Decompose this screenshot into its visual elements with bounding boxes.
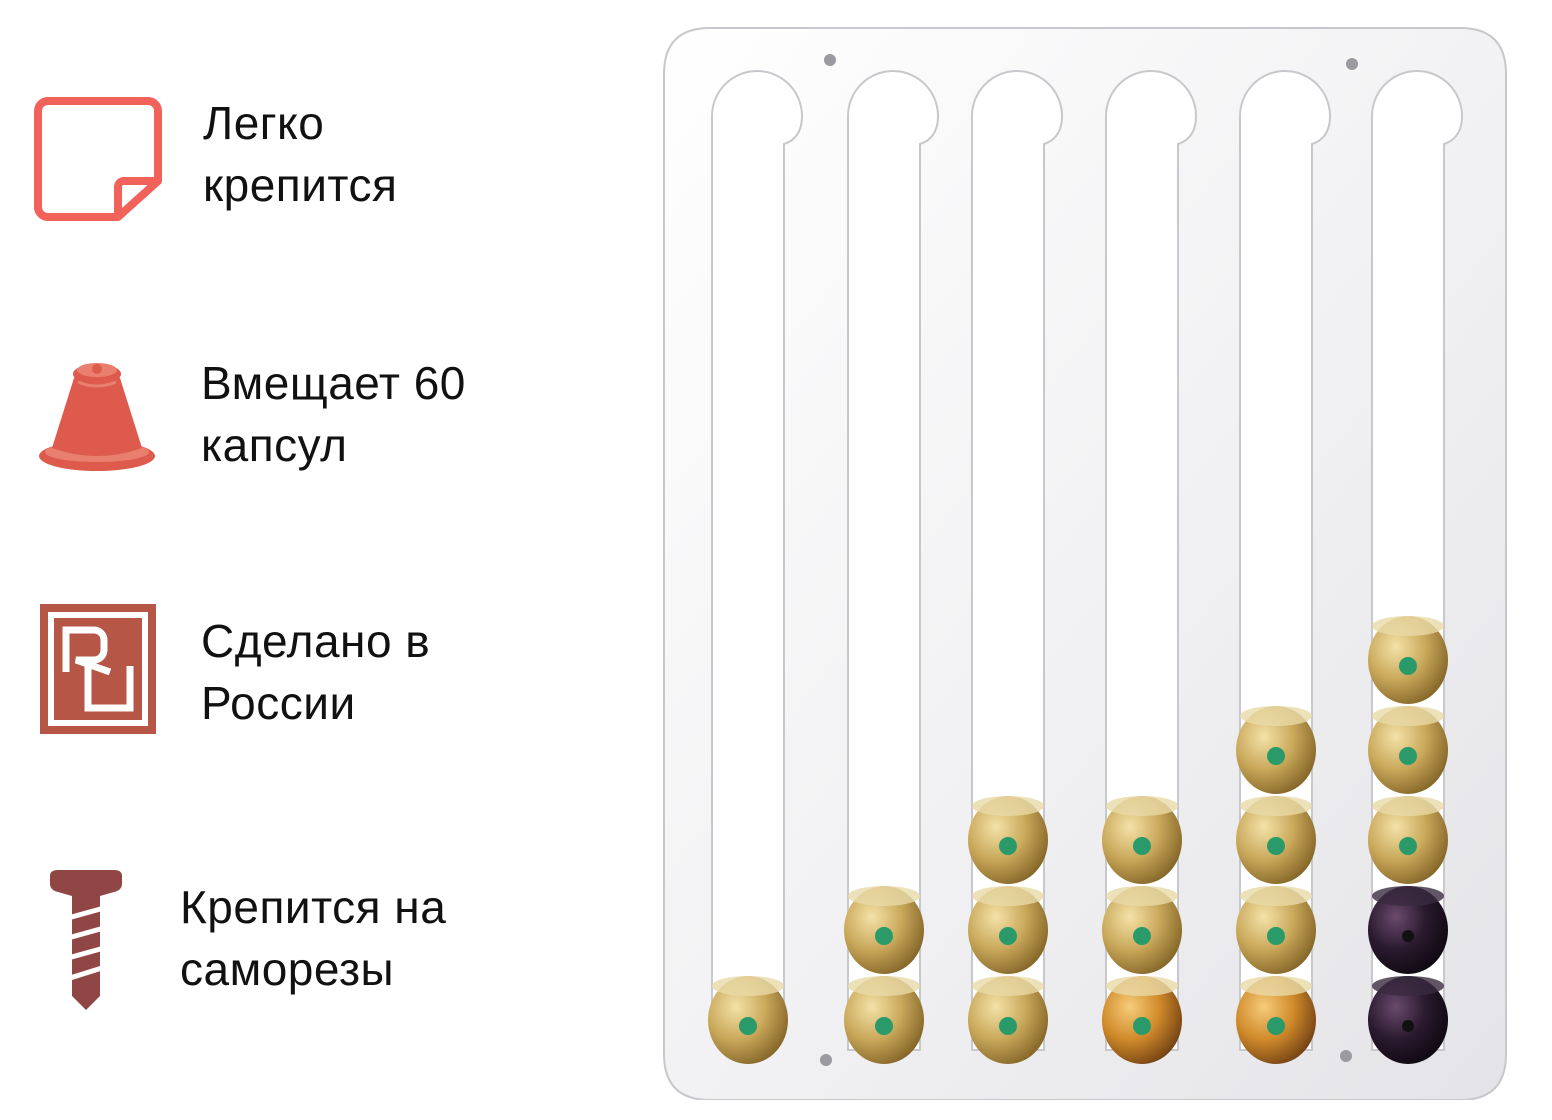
- coffee-capsule-icon: [39, 363, 155, 471]
- screw-icon: [50, 870, 122, 1010]
- capsule: [968, 886, 1048, 974]
- capsule: [1368, 976, 1448, 1064]
- capsule: [708, 976, 788, 1064]
- capsule-stack: [708, 616, 1448, 1064]
- feature-text: Крепится на саморезы: [180, 881, 447, 995]
- feature-screws: Крепится на саморезы: [0, 866, 640, 1016]
- feature-text: Легко крепится: [203, 97, 398, 211]
- capsule: [968, 976, 1048, 1064]
- feature-capacity: Вмещает 60 капсул: [0, 348, 640, 488]
- feature-text: Вмещает 60 капсул: [201, 357, 466, 471]
- capsule: [844, 886, 924, 974]
- capsule: [1368, 796, 1448, 884]
- capsule: [1236, 796, 1316, 884]
- feature-made-in-russia: Сделано в России: [0, 604, 640, 744]
- capsule: [1236, 886, 1316, 974]
- sticky-note-icon: [34, 97, 162, 221]
- capsule: [1236, 976, 1316, 1064]
- capsule: [1102, 796, 1182, 884]
- capsule: [1368, 616, 1448, 704]
- capsule: [1236, 706, 1316, 794]
- capsule: [1102, 976, 1182, 1064]
- feature-easy-mount: Легко крепится: [0, 90, 640, 230]
- stand-plate: [663, 27, 1507, 1100]
- feature-text: Сделано в России: [201, 615, 431, 729]
- capsule: [968, 796, 1048, 884]
- ru-badge-icon: [40, 604, 156, 734]
- capsule: [1102, 886, 1182, 974]
- capsule: [1368, 706, 1448, 794]
- capsule-holder-stand: [663, 27, 1507, 1100]
- capsule: [844, 976, 924, 1064]
- capsule: [1368, 886, 1448, 974]
